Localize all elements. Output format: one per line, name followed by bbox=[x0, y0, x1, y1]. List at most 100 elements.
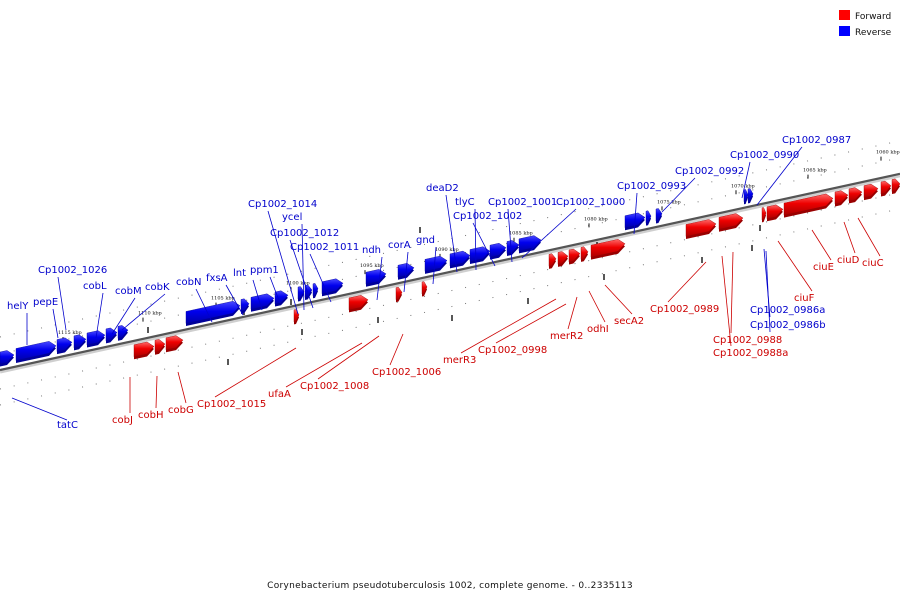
forward-gene-arrow bbox=[590, 239, 626, 258]
scale-tick-label: 1095 kbp bbox=[360, 263, 384, 269]
backbone-line bbox=[0, 172, 900, 372]
reverse-gene-arrow bbox=[240, 298, 250, 312]
genome-caption: Corynebacterium pseudotuberculosis 1002,… bbox=[267, 581, 633, 591]
forward-label-leader bbox=[214, 347, 297, 398]
scale-tick-label: 1115 kbp bbox=[58, 330, 82, 336]
forward-gene-arrow bbox=[863, 183, 879, 198]
forward-label-leader bbox=[730, 251, 734, 334]
forward-label-leader bbox=[721, 255, 732, 347]
forward-label-leader bbox=[843, 221, 856, 254]
gene-labels: helY pepE Cp1002_1026 cobL cobM cobK cobN fxsA l… bbox=[7, 135, 884, 431]
reverse-label-leader bbox=[269, 276, 281, 304]
forward-gene-label: Cp1002_0988a bbox=[713, 348, 788, 359]
reverse-gene-label: ppm1 bbox=[250, 265, 279, 276]
forward-gene-arrow bbox=[568, 248, 581, 263]
gene-arrows bbox=[0, 178, 900, 367]
scale-ticks: 1115 kbp 1110 kbp 1105 kbp 1100 kbp 1095 kbp… bbox=[32, 150, 900, 365]
forward-label-leader bbox=[285, 342, 363, 388]
forward-gene-arrow bbox=[718, 213, 744, 230]
scale-tick-label: 1065 kbp bbox=[803, 168, 827, 174]
reverse-label-leader bbox=[765, 250, 771, 333]
reverse-gene-label: gnd bbox=[416, 235, 435, 246]
forward-gene-label: cobG bbox=[168, 405, 194, 416]
forward-gene-arrow bbox=[891, 178, 900, 192]
forward-gene-label: merR3 bbox=[443, 355, 476, 366]
reverse-gene-label: Cp1002_1012 bbox=[270, 228, 339, 239]
reverse-label-leader bbox=[95, 292, 104, 339]
reverse-gene-arrow bbox=[747, 188, 754, 202]
forward-gene-arrow bbox=[395, 286, 403, 300]
reverse-label-leader bbox=[57, 276, 67, 331]
reverse-gene-label: lnt bbox=[233, 268, 246, 279]
forward-label-leader bbox=[389, 333, 404, 366]
reverse-label-leader bbox=[432, 246, 437, 285]
reverse-gene-label: tlyC bbox=[455, 197, 475, 208]
forward-gene-arrow bbox=[685, 219, 717, 237]
reverse-label-leader bbox=[111, 297, 136, 335]
forward-gene-arrow bbox=[293, 309, 300, 323]
forward-gene-label: Cp1002_0989 bbox=[650, 304, 719, 315]
reverse-gene-label: tatC bbox=[57, 420, 78, 431]
reverse-gene-arrow bbox=[250, 293, 275, 310]
forward-label-leader bbox=[177, 371, 187, 404]
reverse-label-leader bbox=[121, 293, 166, 331]
reverse-gene-label: corA bbox=[388, 240, 411, 251]
forward-gene-label: cobH bbox=[138, 410, 163, 421]
forward-gene-label: odhI bbox=[587, 324, 609, 335]
reverse-gene-arrow bbox=[117, 325, 129, 339]
reverse-gene-arrow bbox=[312, 283, 319, 297]
reverse-gene-arrow bbox=[743, 189, 749, 203]
reverse-gene-label: Cp1002_0992 bbox=[675, 166, 744, 177]
forward-gene-arrow bbox=[766, 204, 784, 220]
scale-tick-label: 1100 kbp bbox=[286, 280, 310, 286]
reverse-gene-arrow bbox=[424, 255, 448, 272]
reverse-gene-arrow bbox=[185, 300, 241, 324]
backbone-shadow bbox=[0, 173, 900, 374]
legend-reverse-swatch bbox=[839, 26, 850, 36]
forward-gene-label: ufaA bbox=[268, 389, 291, 400]
reverse-gene-arrow bbox=[469, 246, 491, 262]
reverse-label-leader bbox=[507, 208, 513, 263]
reverse-gene-arrow bbox=[655, 208, 663, 222]
legend-reverse-label: Reverse bbox=[855, 28, 892, 38]
reverse-label-leader bbox=[521, 208, 577, 259]
reverse-gene-arrow bbox=[15, 341, 57, 361]
reverse-gene-arrow bbox=[489, 243, 507, 258]
reverse-label-leader bbox=[52, 308, 59, 339]
reverse-label-leader bbox=[403, 251, 409, 293]
reverse-label-leader bbox=[267, 210, 299, 315]
reverse-gene-arrow bbox=[365, 269, 387, 285]
reverse-label-leader bbox=[289, 239, 314, 309]
forward-gene-arrow bbox=[154, 339, 166, 353]
reverse-label-leader bbox=[756, 146, 803, 206]
scale-tick-label: 1070 kbp bbox=[731, 183, 755, 189]
reverse-gene-label: cobL bbox=[83, 281, 107, 292]
reverse-label-leader bbox=[11, 397, 68, 421]
reverse-label-leader bbox=[474, 208, 477, 271]
forward-label-leader bbox=[604, 284, 633, 315]
reverse-gene-label: Cp1002_0990 bbox=[730, 150, 799, 161]
reverse-label-leader bbox=[309, 253, 332, 303]
forward-label-leader bbox=[811, 229, 832, 261]
forward-gene-arrow bbox=[348, 295, 369, 311]
forward-label-leader bbox=[857, 217, 881, 257]
reverse-gene-label: deaD2 bbox=[426, 183, 459, 194]
reverse-gene-arrow bbox=[304, 284, 313, 298]
forward-gene-label: Cp1002_1015 bbox=[197, 399, 266, 410]
forward-gene-label: ciuF bbox=[794, 293, 815, 304]
scale-tick-label: 1080 kbp bbox=[584, 216, 608, 222]
forward-gene-arrow bbox=[548, 253, 557, 267]
reverse-gene-label: helY bbox=[7, 301, 29, 312]
reverse-gene-arrow bbox=[274, 290, 289, 305]
forward-gene-arrow bbox=[133, 341, 155, 358]
reverse-gene-arrow bbox=[56, 337, 73, 352]
forward-gene-arrow bbox=[848, 187, 863, 202]
reverse-label-leader bbox=[301, 223, 305, 311]
reverse-gene-label: Cp1002_0986b bbox=[750, 320, 826, 331]
forward-label-leader bbox=[588, 290, 606, 323]
forward-label-leader bbox=[460, 298, 557, 354]
reverse-gene-label: cobN bbox=[176, 277, 201, 288]
reverse-gene-arrow bbox=[449, 250, 471, 267]
reverse-gene-label: ycel bbox=[282, 212, 302, 223]
reverse-gene-label: Cp1002_1011 bbox=[290, 242, 359, 253]
